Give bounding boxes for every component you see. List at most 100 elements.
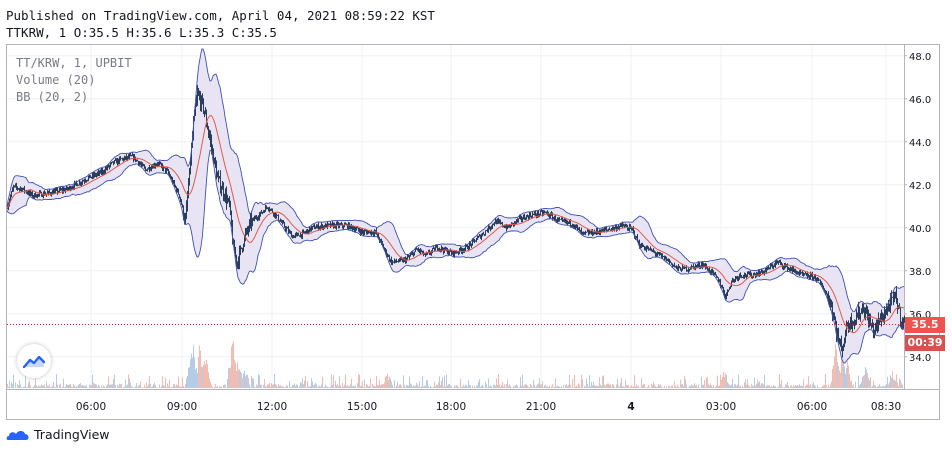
volume-bar [734, 384, 735, 388]
volume-bar [695, 385, 696, 388]
volume-bar [889, 382, 890, 388]
volume-bar [747, 379, 748, 388]
tradingview-logo[interactable]: TradingView [6, 427, 110, 442]
volume-bar [622, 385, 623, 388]
volume-bar [77, 386, 78, 388]
volume-bar [82, 385, 83, 388]
volume-bar [375, 386, 376, 388]
volume-bar [625, 379, 626, 388]
volume-bar [557, 385, 558, 388]
volume-bar [475, 387, 476, 388]
volume-bar [126, 385, 127, 388]
volume-bar [168, 385, 169, 388]
time-axis[interactable] [6, 390, 940, 420]
volume-bar [819, 387, 820, 388]
volume-bar [797, 384, 798, 388]
volume-bar [678, 386, 679, 388]
volume-bar [296, 384, 297, 388]
volume-bar [572, 379, 573, 388]
volume-bar [279, 385, 280, 388]
x-tick-label: 03:00 [706, 401, 736, 413]
volume-bar [276, 385, 277, 388]
volume-bar [94, 383, 95, 388]
volume-bar [516, 384, 517, 388]
volume-bar [712, 386, 713, 388]
volume-bar [555, 378, 556, 388]
volume-bar [522, 374, 523, 388]
volume-bar [268, 384, 269, 388]
volume-bar [392, 384, 393, 388]
volume-bar [57, 384, 58, 388]
volume-bar [354, 386, 355, 388]
volume-bar [85, 385, 86, 388]
volume-bar [155, 385, 156, 388]
tradingview-badge-icon[interactable] [17, 344, 51, 378]
volume-bar [154, 382, 155, 388]
volume-bar [864, 375, 865, 388]
volume-bar [400, 384, 401, 388]
volume-bar [346, 386, 347, 388]
volume-bar [396, 385, 397, 388]
volume-bar [500, 386, 501, 388]
volume-bar [164, 385, 165, 388]
bb-lower-line [6, 149, 905, 364]
volume-bar [749, 386, 750, 388]
volume-bar [575, 386, 576, 388]
x-tick-label: 09:00 [167, 401, 197, 413]
volume-bar [368, 386, 369, 388]
volume-bar [242, 378, 243, 388]
volume-bar [394, 380, 395, 388]
volume-bar [294, 383, 295, 388]
volume-bar [793, 384, 794, 388]
y-tick-label: 36.0 [909, 310, 931, 321]
volume-bar [335, 380, 336, 388]
volume-bar [180, 386, 181, 388]
volume-bar [899, 378, 900, 388]
volume-bar [579, 384, 580, 388]
volume-bar [487, 387, 488, 388]
price-axis[interactable] [905, 44, 940, 390]
volume-bar [363, 387, 364, 388]
volume-bar [159, 384, 160, 388]
volume-bar [319, 385, 320, 388]
volume-bar [617, 378, 618, 388]
volume-bar [532, 387, 533, 388]
volume-bar [718, 385, 719, 388]
volume-bar [309, 386, 310, 388]
volume-bar [65, 386, 66, 388]
volume-bar [278, 384, 279, 388]
volume-bar [813, 382, 814, 388]
volume-bar [715, 387, 716, 388]
volume-bar [151, 387, 152, 388]
volume-bar [795, 385, 796, 388]
volume-bar [601, 385, 602, 388]
volume-bar [472, 385, 473, 388]
volume-bar [860, 384, 861, 388]
volume-bar [415, 385, 416, 388]
volume-bar [199, 345, 200, 388]
volume-bar [733, 386, 734, 388]
volume-bar [47, 385, 48, 388]
volume-bar [237, 362, 238, 388]
volume-bar [284, 387, 285, 388]
volume-bar [282, 386, 283, 388]
volume-bar [620, 382, 621, 388]
volume-bar [56, 374, 57, 388]
volume-bar [146, 382, 147, 388]
volume-bar [139, 384, 140, 388]
volume-bar [848, 365, 849, 388]
volume-bar [697, 387, 698, 388]
volume-bar [602, 376, 603, 388]
volume-bar [115, 385, 116, 388]
volume-bar [140, 381, 141, 388]
chart-pane[interactable] [6, 44, 905, 390]
volume-bar [450, 385, 451, 388]
volume-bar [23, 386, 24, 388]
volume-bar [609, 384, 610, 388]
volume-bar [257, 385, 258, 388]
volume-bar [215, 384, 216, 388]
volume-bar [756, 384, 757, 388]
volume-bar [551, 386, 552, 388]
volume-bar [739, 386, 740, 388]
volume-bar [542, 381, 543, 388]
